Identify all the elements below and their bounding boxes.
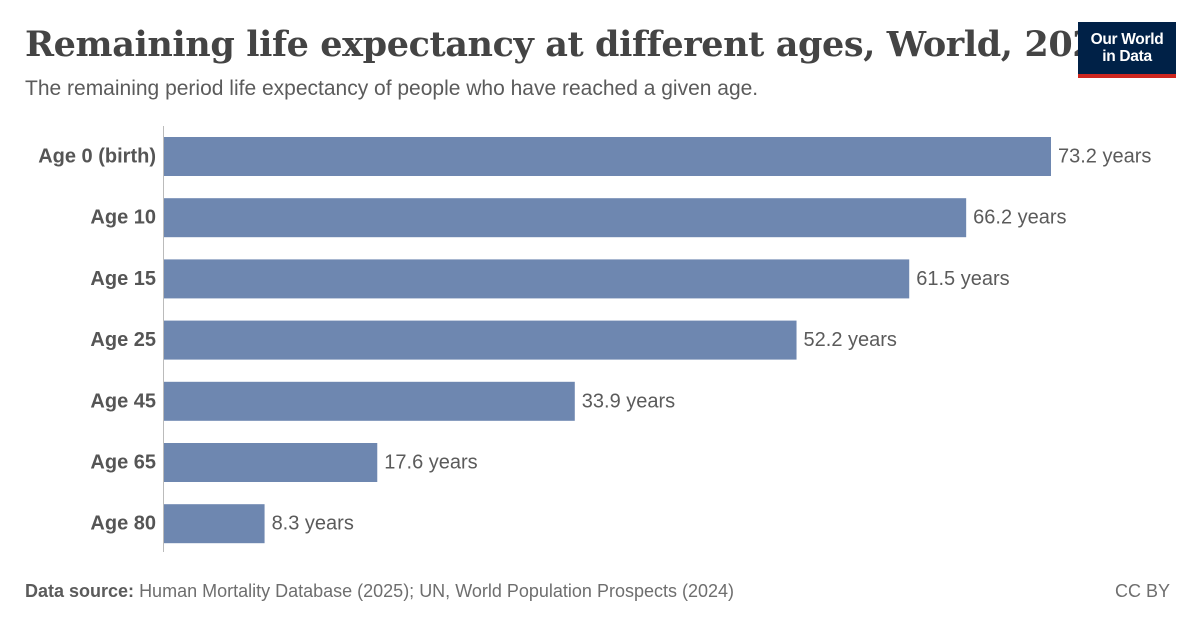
bar-age-80[interactable] [164, 504, 265, 544]
data-source-text: Human Mortality Database (2025); UN, Wor… [139, 581, 735, 601]
value-label: 33.9 years [582, 390, 675, 412]
category-label: Age 15 [90, 268, 156, 290]
chart-subtitle: The remaining period life expectancy of … [25, 77, 759, 100]
owid-logo[interactable]: Our World in Data [1078, 22, 1176, 78]
bar-chart: Age 0 (birth) 73.2 years Age 10 66.2 years A… [38, 126, 1151, 552]
value-label: 61.5 years [916, 268, 1009, 290]
category-label: Age 0 (birth) [38, 146, 156, 168]
logo-line-2: in Data [1102, 48, 1152, 65]
license-link[interactable]: CC BY [1114, 581, 1170, 601]
bar-age-10[interactable] [164, 198, 967, 238]
bar-age-25[interactable] [164, 320, 797, 360]
category-label: Age 25 [90, 329, 156, 351]
category-label: Age 10 [90, 207, 156, 229]
chart-title: Remaining life expectancy at different a… [25, 24, 1121, 65]
value-label: 52.2 years [804, 329, 897, 351]
bar-age-65[interactable] [164, 443, 378, 482]
value-label: 73.2 years [1058, 146, 1151, 168]
bar-age-45[interactable] [164, 381, 575, 421]
data-source: Data source: Human Mortality Database (2… [25, 578, 734, 604]
bar-age-15[interactable] [164, 259, 910, 299]
value-label: 66.2 years [973, 207, 1066, 229]
category-label: Age 45 [90, 390, 156, 412]
data-source-label: Data source: [25, 581, 135, 601]
category-label: Age 80 [90, 513, 156, 535]
category-label: Age 65 [90, 452, 156, 474]
bar-age-0-birth[interactable] [164, 137, 1051, 176]
value-label: 17.6 years [384, 452, 477, 474]
logo-line-1: Our World [1090, 31, 1164, 48]
value-label: 8.3 years [272, 513, 354, 535]
